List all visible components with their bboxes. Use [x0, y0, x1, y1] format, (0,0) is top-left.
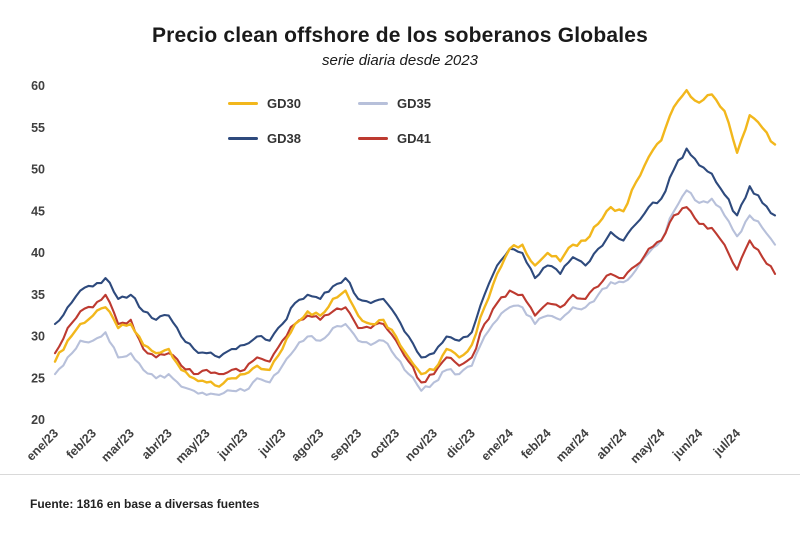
series-line-gd30	[53, 89, 777, 388]
x-tick-label: ago/23	[288, 426, 326, 464]
series-line-gd38	[53, 147, 777, 359]
legend-item-gd35: GD35	[358, 96, 488, 111]
y-tick-label: 30	[31, 330, 45, 344]
y-tick-label: 35	[31, 288, 45, 302]
y-tick-label: 50	[31, 163, 45, 177]
x-tick-label: abr/23	[139, 426, 175, 462]
legend-item-gd30: GD30	[228, 96, 358, 111]
y-tick-label: 60	[31, 79, 45, 93]
x-tick-label: mar/23	[99, 426, 137, 464]
x-tick-label: mar/24	[553, 426, 591, 464]
legend-swatch-gd41	[358, 137, 388, 140]
legend-item-gd41: GD41	[358, 131, 488, 146]
x-tick-label: jun/23	[214, 426, 250, 462]
y-tick-label: 55	[31, 121, 45, 135]
y-tick-label: 40	[31, 246, 45, 260]
legend-label-gd30: GD30	[267, 96, 301, 111]
x-tick-label: dic/23	[443, 426, 478, 461]
legend-label-gd35: GD35	[397, 96, 431, 111]
y-tick-label: 20	[31, 413, 45, 427]
x-tick-label: jul/23	[255, 426, 288, 459]
legend-label-gd38: GD38	[267, 131, 301, 146]
series-line-gd41	[53, 206, 777, 384]
legend-label-gd41: GD41	[397, 131, 431, 146]
source-note: Fuente: 1816 en base a diversas fuentes	[30, 497, 260, 511]
x-tick-label: oct/23	[367, 426, 402, 461]
x-tick-label: feb/23	[64, 426, 99, 461]
legend-swatch-gd35	[358, 102, 388, 105]
series-line-gd35	[53, 189, 777, 396]
x-tick-label: ene/23	[24, 426, 61, 463]
x-tick-label: nov/23	[402, 426, 440, 464]
x-tick-label: jul/24	[710, 426, 743, 459]
x-tick-label: may/24	[628, 426, 668, 466]
chart-area: 20 25 30 35 40 45 50 55 60 ene/23 feb/23 mar/23 abr/…	[0, 72, 800, 475]
legend-item-gd38: GD38	[228, 131, 358, 146]
chart-title: Precio clean offshore de los soberanos G…	[151, 24, 649, 47]
chart-legend: GD30 GD35 GD38 GD41	[228, 96, 488, 146]
x-tick-label: may/23	[173, 426, 213, 466]
legend-swatch-gd30	[228, 102, 258, 105]
x-tick-label: abr/24	[594, 426, 630, 462]
chart-subtitle: serie diaria desde 2023	[322, 52, 478, 69]
x-tick-label: sep/23	[327, 426, 364, 463]
y-tick-label: 25	[31, 371, 45, 385]
y-tick-label: 45	[31, 204, 45, 218]
x-tick-label: ene/24	[478, 426, 515, 463]
legend-swatch-gd38	[228, 137, 258, 140]
x-tick-label: feb/24	[518, 426, 553, 461]
x-tick-label: jun/24	[669, 426, 705, 462]
